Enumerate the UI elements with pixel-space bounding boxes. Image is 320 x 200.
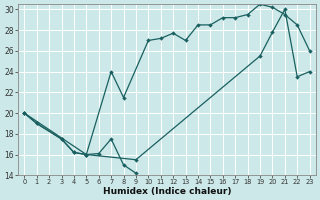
X-axis label: Humidex (Indice chaleur): Humidex (Indice chaleur)	[103, 187, 231, 196]
